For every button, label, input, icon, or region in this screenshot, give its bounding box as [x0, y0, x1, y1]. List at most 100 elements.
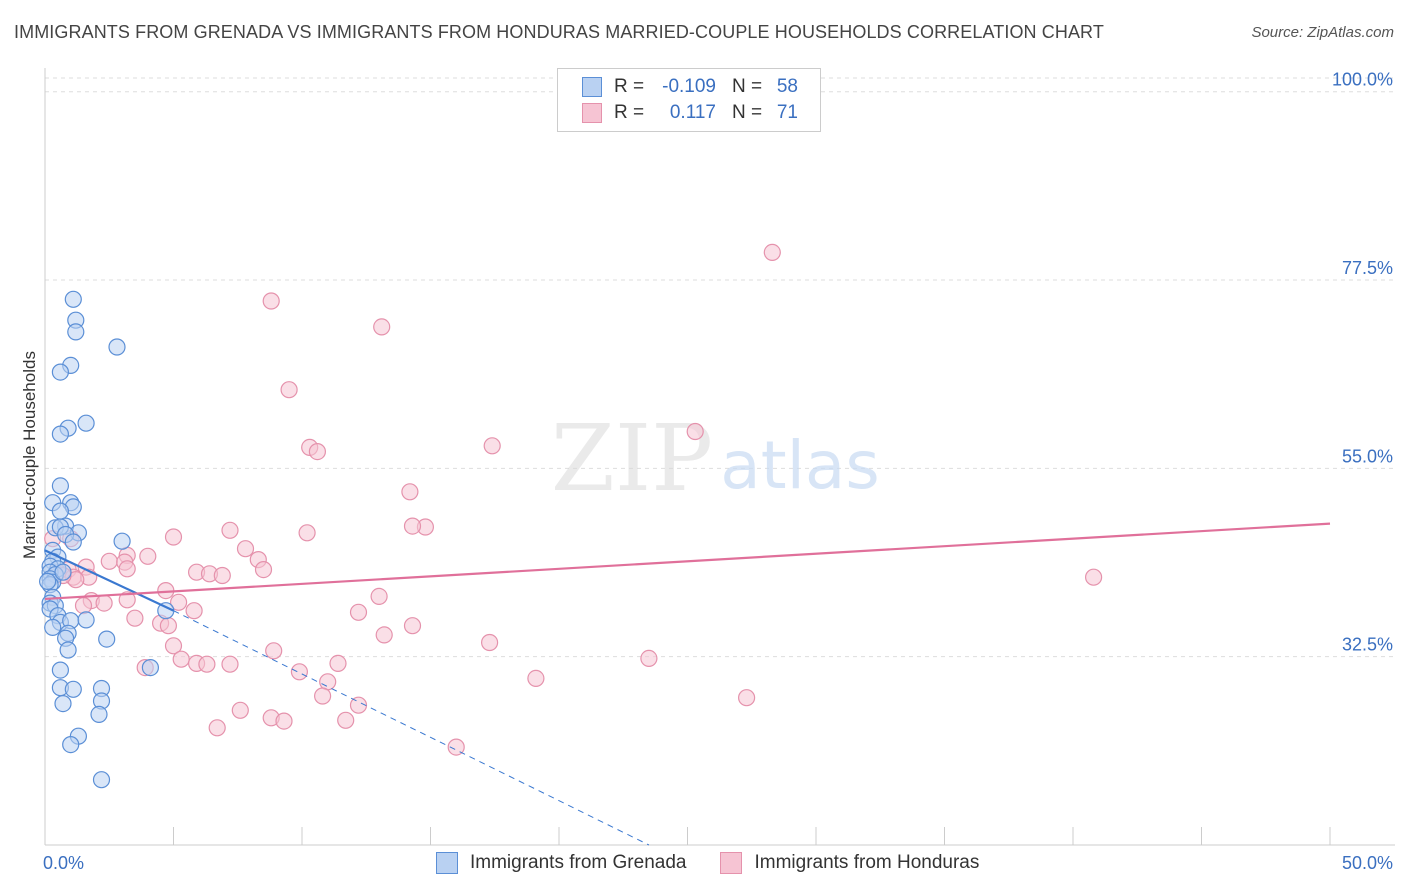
y-tick-label: 77.5% [1342, 258, 1393, 278]
x-tick-label: 0.0% [43, 853, 84, 873]
legend-item-grenada: Immigrants from Grenada [436, 852, 686, 874]
grenada-point [64, 680, 82, 698]
honduras-point [213, 566, 231, 585]
honduras-point [74, 596, 93, 615]
honduras-point [170, 593, 188, 611]
grenada-point [64, 533, 82, 551]
grenada-point [54, 694, 72, 713]
points-layer [38, 243, 1103, 789]
honduras-point [337, 711, 355, 729]
honduras-point [100, 552, 118, 570]
honduras-point [221, 655, 239, 673]
honduras-point [185, 602, 203, 620]
grenada-point [51, 502, 70, 520]
grenada-point [113, 532, 131, 550]
watermark-atlas: atlas [720, 427, 880, 504]
legend-n-label: N = [732, 76, 763, 97]
honduras-point [401, 483, 419, 501]
honduras-point [118, 560, 136, 578]
grenada-point [51, 477, 70, 495]
grenada-point [92, 771, 111, 789]
legend-r-value: 0.117 [669, 102, 716, 123]
honduras-point [349, 696, 368, 714]
legend-swatch-honduras [582, 103, 602, 123]
grenada-point [141, 658, 159, 677]
honduras-point [483, 437, 501, 455]
honduras-point [447, 738, 465, 756]
honduras-point [126, 609, 144, 627]
grenada-point [108, 338, 126, 356]
legend-row-honduras: R = 0.117 N = 71 [582, 101, 798, 125]
grenada-point [38, 572, 57, 591]
legend-r-value: -0.109 [662, 76, 716, 97]
honduras-point [686, 422, 704, 441]
honduras-point [763, 243, 781, 261]
honduras-point [403, 517, 422, 535]
series-legend: Immigrants from Grenada Immigrants from … [436, 852, 1013, 874]
honduras-trendline [44, 522, 1331, 601]
honduras-point [290, 663, 308, 681]
label-layer: 32.5% 55.0% 77.5% 100.0% 0.0% 50.0% [43, 70, 1393, 873]
chart-title: IMMIGRANTS FROM GRENADA VS IMMIGRANTS FR… [14, 22, 1104, 42]
honduras-point [349, 603, 368, 621]
honduras-point [95, 594, 113, 612]
x-tick-label: 50.0% [1342, 853, 1393, 873]
honduras-point [164, 528, 183, 546]
legend-n-label: N = [732, 102, 763, 123]
honduras-point [139, 547, 157, 565]
grid-layer [45, 77, 1395, 658]
honduras-point [314, 687, 332, 705]
honduras-point [527, 669, 545, 688]
grenada-point [64, 290, 82, 308]
legend-swatch-grenada [436, 852, 458, 874]
honduras-point [262, 292, 280, 310]
honduras-point [208, 719, 226, 737]
source-label: Source: ZipAtlas.com [1251, 24, 1394, 41]
honduras-point [319, 673, 337, 691]
honduras-point [164, 637, 183, 655]
legend-n-value: 71 [776, 102, 798, 123]
grenada-point [77, 414, 95, 432]
grenada-point [62, 735, 80, 754]
honduras-point [308, 443, 326, 461]
legend-label-honduras: Immigrants from Honduras [754, 852, 980, 873]
honduras-point [737, 689, 756, 707]
grenada-point [54, 563, 72, 581]
honduras-point [275, 712, 293, 730]
legend-row-grenada: R = -0.109 N = 58 [582, 75, 798, 99]
honduras-point [373, 318, 391, 336]
honduras-point [370, 587, 388, 606]
honduras-point [254, 560, 273, 579]
honduras-point [265, 642, 283, 660]
legend-swatch-grenada [582, 77, 602, 97]
grenada-point [77, 611, 95, 629]
legend-item-honduras: Immigrants from Honduras [720, 852, 979, 874]
honduras-point [159, 617, 177, 635]
grenada-point [98, 630, 116, 648]
legend-label-grenada: Immigrants from Grenada [470, 852, 687, 873]
axis-layer [44, 68, 1395, 846]
grenada-point [67, 323, 85, 341]
honduras-point [198, 655, 216, 673]
legend-n-value: 58 [776, 76, 798, 97]
legend-swatch-honduras [720, 852, 743, 874]
honduras-point [118, 591, 136, 609]
y-tick-label: 100.0% [1332, 70, 1393, 90]
honduras-point [1084, 568, 1103, 586]
y-tick-label: 32.5% [1342, 635, 1393, 655]
grenada-point [51, 363, 70, 381]
watermark-zip: ZIP [551, 405, 713, 512]
grenada-point [59, 641, 77, 659]
grenada-point [51, 661, 70, 679]
grenada-trendline-extension [173, 610, 650, 846]
honduras-point [221, 521, 239, 539]
honduras-point [403, 617, 422, 635]
legend-r-label: R = [614, 76, 645, 97]
honduras-point [640, 649, 658, 668]
honduras-point [231, 701, 249, 719]
legend-r-label: R = [614, 102, 645, 123]
grenada-point [90, 705, 108, 724]
grenada-point [44, 618, 62, 637]
trend-layer [44, 522, 1331, 846]
